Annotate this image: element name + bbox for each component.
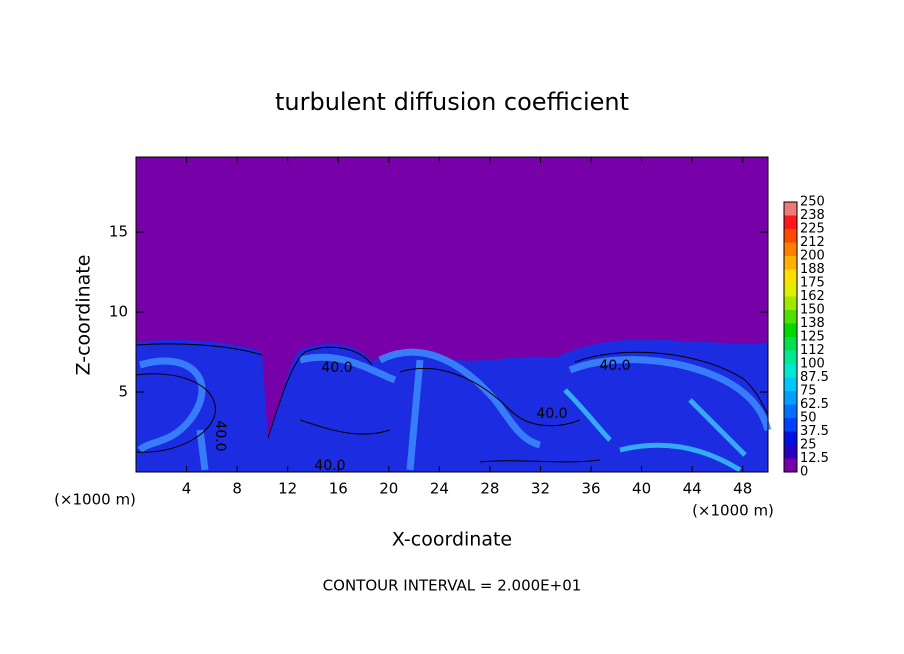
colorbar-label: 238 xyxy=(800,208,825,223)
colorbar-segment xyxy=(784,256,797,270)
colorbar-label: 50 xyxy=(800,411,817,426)
x-tick-label: 28 xyxy=(480,480,499,498)
x-axis-label: X-coordinate xyxy=(392,529,512,551)
colorbar-segment xyxy=(784,215,797,229)
colorbar-segment xyxy=(784,269,797,283)
contour-label: 40.0 xyxy=(536,406,567,422)
colorbar-label: 25 xyxy=(800,438,817,453)
colorbar-frame xyxy=(783,201,798,473)
colorbar-label: 200 xyxy=(800,249,825,264)
y-tick-label: 5 xyxy=(118,383,128,401)
colorbar-label: 125 xyxy=(800,330,825,345)
colorbar-label: 188 xyxy=(800,262,825,277)
colorbar-segment xyxy=(784,418,797,432)
colorbar-segment xyxy=(784,337,797,351)
contour-label: 40.0 xyxy=(212,420,228,451)
colorbar-label: 225 xyxy=(800,222,825,237)
colorbar-segment xyxy=(784,445,797,459)
colorbar-label: 162 xyxy=(800,289,825,304)
colorbar-label: 138 xyxy=(800,316,825,331)
x-tick-label: 40 xyxy=(632,480,651,498)
x-tick-label: 24 xyxy=(430,480,449,498)
y-tick-label: 10 xyxy=(109,303,128,321)
colorbar-label: 212 xyxy=(800,235,825,250)
colorbar-segment xyxy=(784,310,797,324)
contour-field xyxy=(135,157,772,473)
colorbar-segment xyxy=(784,364,797,378)
colorbar-segment xyxy=(784,296,797,310)
colorbar-segment xyxy=(784,377,797,391)
plot-frame xyxy=(135,156,769,473)
x-tick-label: 48 xyxy=(733,480,752,498)
colorbar-label: 100 xyxy=(800,357,825,372)
contour-label: 40.0 xyxy=(314,458,345,474)
colorbar-segment xyxy=(784,229,797,243)
colorbar-label: 0 xyxy=(800,465,808,480)
colorbar-segment xyxy=(784,431,797,445)
colorbar-label: 175 xyxy=(800,276,825,291)
colorbar-segment xyxy=(784,242,797,256)
colorbar-label: 75 xyxy=(800,384,817,399)
colorbar-label: 12.5 xyxy=(800,451,829,466)
colorbar-segment xyxy=(784,202,797,216)
x-tick-label: 12 xyxy=(278,480,297,498)
y-axis-label: Z-coordinate xyxy=(73,255,95,376)
x-unit-label: (×1000 m) xyxy=(54,491,136,509)
colorbar-segment xyxy=(784,283,797,297)
y-tick-label: 15 xyxy=(109,223,128,241)
contour-label: 40.0 xyxy=(321,360,352,376)
colorbar-label: 62.5 xyxy=(800,397,829,412)
colorbar-segment xyxy=(784,458,797,472)
colorbar-label: 37.5 xyxy=(800,424,829,439)
x-tick-label: 44 xyxy=(683,480,702,498)
contour-label: 40.0 xyxy=(599,358,630,374)
colorbar-segment xyxy=(784,323,797,337)
x-tick-label: 16 xyxy=(329,480,348,498)
chart-title: turbulent diffusion coefficient xyxy=(275,88,629,116)
footer-note: CONTOUR INTERVAL = 2.000E+01 xyxy=(323,577,582,595)
x-tick-label: 32 xyxy=(531,480,550,498)
x-tick-label: 4 xyxy=(182,480,192,498)
colorbar-label: 250 xyxy=(800,195,825,210)
x-tick-label: 20 xyxy=(379,480,398,498)
colorbar-segment xyxy=(784,391,797,405)
colorbar-segment xyxy=(784,350,797,364)
colorbar-label: 87.5 xyxy=(800,370,829,385)
colorbar-label: 150 xyxy=(800,303,825,318)
x-tick-label: 8 xyxy=(232,480,242,498)
colorbar-segment xyxy=(784,404,797,418)
x-unit-label: (×1000 m) xyxy=(692,502,774,520)
colorbar-label: 112 xyxy=(800,343,825,358)
x-tick-label: 36 xyxy=(581,480,600,498)
